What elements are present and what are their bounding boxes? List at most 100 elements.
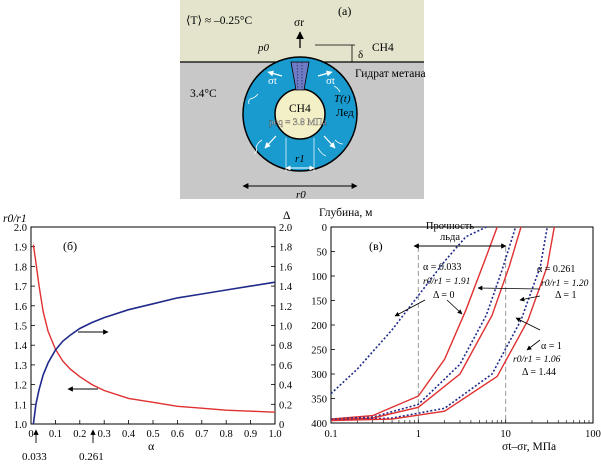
series-layer bbox=[330, 226, 555, 423]
crack bbox=[290, 61, 310, 91]
y-right-tick-label: 1.0 bbox=[279, 322, 292, 333]
x-tick-label: 0.1 bbox=[324, 429, 337, 440]
y-left-tick-label: 1.1 bbox=[14, 400, 27, 411]
y-right-tick-label: 1.4 bbox=[279, 282, 293, 293]
y-right-tick-label: 2.0 bbox=[279, 223, 292, 234]
ann3-line3: Δ = 1.44 bbox=[522, 367, 556, 378]
x-tick-label: 0.8 bbox=[220, 429, 233, 440]
y-right-tick-label: 0 bbox=[279, 420, 284, 431]
x-tick-label: 10 bbox=[500, 429, 511, 440]
ann3-pointer-b bbox=[526, 339, 541, 351]
p-eq-label: peq = 3.8 МПа bbox=[269, 118, 327, 128]
ch4-top-label: CH4 bbox=[372, 42, 394, 54]
x-tick-label: 100 bbox=[585, 429, 601, 440]
stress-curve-dotted bbox=[330, 226, 549, 421]
sigma-r-label: σr bbox=[294, 17, 304, 29]
y-left-tick-label: 1.6 bbox=[14, 302, 27, 313]
y-left-tick-label: 1.8 bbox=[14, 262, 27, 273]
sky-region bbox=[180, 0, 424, 62]
y-left-title: r0/r1 bbox=[3, 213, 27, 225]
ch4-core-label: CH4 bbox=[289, 103, 311, 115]
y-right-tick-label: 1.2 bbox=[279, 302, 292, 313]
y-left-tick-label: 1.0 bbox=[14, 420, 27, 431]
x-title: σt–σr, МПа bbox=[502, 441, 556, 453]
strength-label: Прочность льда bbox=[425, 221, 475, 243]
ann2-line1: α = 0.261 bbox=[537, 264, 575, 275]
y-tick-label: 0 bbox=[322, 223, 327, 234]
strength-label-box: Прочность льда bbox=[425, 221, 475, 243]
stress-curve-dotted bbox=[330, 226, 517, 420]
ice-label: Лед bbox=[336, 107, 354, 119]
x-tick-label: 0.5 bbox=[146, 429, 159, 440]
x-tick-label: 0.3 bbox=[98, 429, 111, 440]
x-tick-label: 1 bbox=[416, 429, 421, 440]
sigma-t-left-label: σt bbox=[268, 75, 277, 87]
y-right-tick-label: 0.6 bbox=[279, 361, 292, 372]
t-of-t-label: T(t) bbox=[334, 93, 351, 105]
sigma-t-right-label: σt bbox=[326, 75, 335, 87]
y-tick-label: 150 bbox=[311, 297, 327, 308]
y-tick-label: 50 bbox=[317, 248, 328, 259]
y-left-tick-label: 1.4 bbox=[14, 341, 28, 352]
y-left-tick-label: 1.3 bbox=[14, 361, 27, 372]
ann3-line1: α = 1 bbox=[541, 341, 562, 352]
y-tick-label: 300 bbox=[311, 370, 327, 381]
y-right-title: Δ bbox=[283, 210, 290, 222]
x-tick-label: 0.2 bbox=[73, 429, 86, 440]
sigma-t-lower-left bbox=[264, 135, 277, 149]
y-tick-label: 100 bbox=[311, 272, 327, 283]
ann1-line3: Δ = 0 bbox=[433, 290, 455, 301]
stress-curve-solid bbox=[330, 226, 498, 420]
ann2-pointer-b bbox=[519, 295, 541, 302]
ice-cracks bbox=[248, 85, 344, 157]
y-right-tick-label: 0.8 bbox=[279, 341, 292, 352]
p0-label: p0 bbox=[257, 42, 270, 54]
x-tick-label: 0.9 bbox=[244, 429, 257, 440]
y-left-tick-label: 1.9 bbox=[14, 243, 27, 254]
series-delta bbox=[32, 281, 276, 425]
y-left-tick-label: 1.5 bbox=[14, 322, 27, 333]
y-left-tick-label: 1.7 bbox=[14, 282, 27, 293]
y-title: Глубина, м bbox=[319, 207, 373, 219]
mean-temp-label: ⟨T⟩ ≈ –0.25°C bbox=[186, 15, 253, 27]
hydrate-label: Гидрат метана bbox=[355, 68, 426, 80]
series-r0-r1 bbox=[32, 244, 276, 413]
sigma-t-lower-right bbox=[323, 135, 336, 149]
ann-0033: 0.033 bbox=[22, 451, 47, 463]
ann1-line1: α = 0.033 bbox=[423, 262, 461, 273]
r0-label: r0 bbox=[296, 189, 306, 201]
panel-a: (а) ⟨T⟩ ≈ –0.25°C p0 CH4 δ σr σt σt Гидр… bbox=[180, 0, 426, 201]
plot-frame bbox=[30, 226, 276, 425]
x-tick-label: 0.6 bbox=[171, 429, 184, 440]
ann1-pointer-a bbox=[394, 299, 426, 317]
y-right-tick-label: 0.4 bbox=[279, 381, 293, 392]
y-right-tick-label: 0.2 bbox=[279, 400, 292, 411]
panel-b-label: (б) bbox=[63, 239, 77, 253]
ann2-line2: r0/r1 = 1.20 bbox=[541, 279, 589, 289]
ground-temp-label: 3.4°C bbox=[190, 88, 217, 100]
y-tick-label: 400 bbox=[311, 419, 327, 430]
tick-layer: 1.0 1.1 1.2 1.3 1.4 1.5 1.6 1.7 1.8 1.9 2.0 0 0.2 0.4… bbox=[14, 223, 293, 440]
x-tick-label: 1.0 bbox=[268, 429, 281, 440]
y-tick-label: 200 bbox=[311, 321, 327, 332]
r1-label: r1 bbox=[295, 153, 305, 165]
x-tick-label: 0.4 bbox=[122, 429, 136, 440]
y-left-tick-label: 2.0 bbox=[14, 223, 27, 234]
y-left-tick-label: 1.2 bbox=[14, 381, 27, 392]
sigma-t-arrow-left bbox=[267, 70, 283, 77]
stress-curve-solid bbox=[330, 226, 555, 422]
panel-b: 1.0 1.1 1.2 1.3 1.4 1.5 1.6 1.7 1.8 1.9 2.0 0 0.2 0.4… bbox=[3, 210, 293, 463]
ann1-pointer-b bbox=[446, 299, 463, 315]
panel-a-label: (а) bbox=[338, 4, 351, 18]
sigma-t-arrow-right bbox=[317, 70, 333, 77]
ann1-line2: r0/r1 = 1.91 bbox=[423, 277, 470, 287]
plot-frame bbox=[330, 226, 594, 424]
stress-curve-solid bbox=[330, 226, 522, 421]
x-tick-label: 0 bbox=[28, 429, 33, 440]
x-title: α bbox=[148, 439, 155, 453]
ann3-line2: r0/r1 = 1.06 bbox=[513, 355, 561, 365]
panel-c-label: (в) bbox=[369, 239, 383, 253]
x-tick-label: 0.1 bbox=[49, 429, 62, 440]
y-right-tick-label: 1.8 bbox=[279, 243, 292, 254]
